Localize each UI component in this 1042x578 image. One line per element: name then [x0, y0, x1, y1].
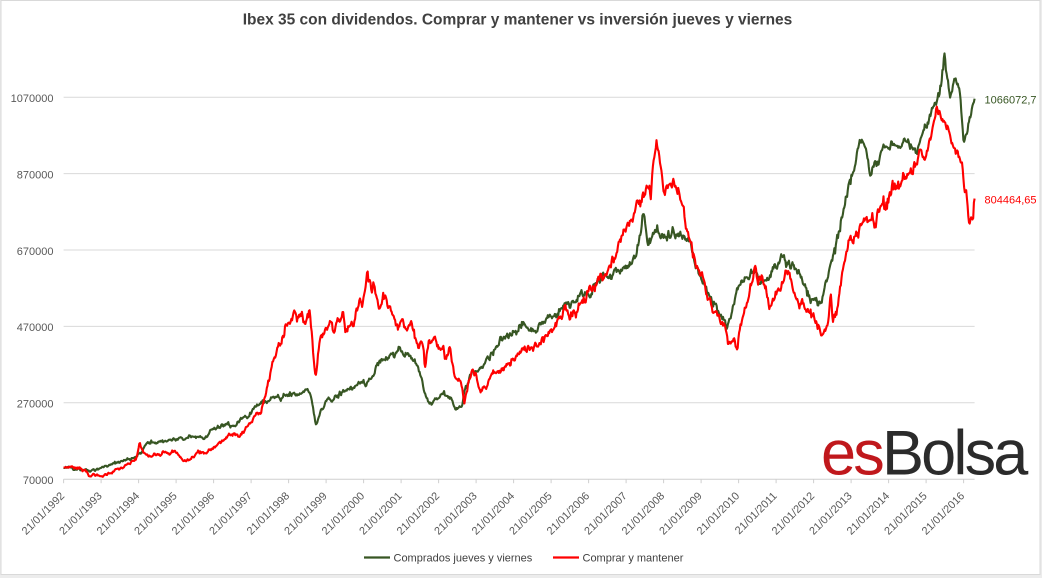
svg-text:870000: 870000: [17, 169, 54, 181]
svg-text:Comprar y mantener: Comprar y mantener: [583, 553, 684, 565]
svg-text:1066072,7: 1066072,7: [985, 95, 1037, 107]
svg-text:1070000: 1070000: [11, 93, 54, 105]
svg-text:804464,65: 804464,65: [985, 195, 1037, 207]
svg-text:esBolsa: esBolsa: [821, 419, 1029, 489]
svg-text:Comprados jueves y viernes: Comprados jueves y viernes: [394, 553, 533, 565]
svg-text:470000: 470000: [17, 322, 54, 334]
svg-text:70000: 70000: [23, 475, 54, 487]
svg-text:Ibex 35 con dividendos. Compra: Ibex 35 con dividendos. Comprar y manten…: [243, 12, 793, 29]
svg-text:270000: 270000: [17, 399, 54, 411]
svg-text:670000: 670000: [17, 246, 54, 258]
